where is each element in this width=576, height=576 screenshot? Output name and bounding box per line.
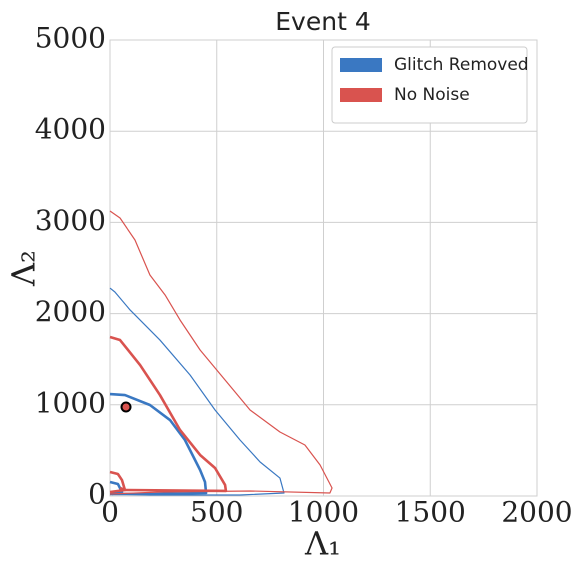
contour-line bbox=[109, 392, 208, 496]
y-tick-label: 5000 bbox=[35, 22, 106, 55]
contour-line bbox=[109, 480, 124, 496]
y-tick-label: 1000 bbox=[35, 386, 106, 419]
x-tick-label: 2000 bbox=[501, 496, 572, 529]
contour-line bbox=[109, 335, 228, 493]
legend-label: No Noise bbox=[394, 85, 470, 105]
y-tick-label: 0 bbox=[88, 478, 106, 511]
contour-line bbox=[109, 210, 333, 495]
point-marker bbox=[120, 401, 132, 413]
legend-label: Glitch Removed bbox=[394, 55, 529, 75]
x-tick-label: 500 bbox=[190, 496, 243, 529]
contour-line bbox=[109, 470, 127, 494]
y-tick-label: 2000 bbox=[35, 295, 106, 328]
x-tick-label: 1000 bbox=[288, 496, 359, 529]
y-axis-label: Λ₂ bbox=[5, 250, 43, 287]
y-tick-label: 4000 bbox=[35, 113, 106, 146]
y-tick-label: 3000 bbox=[35, 204, 106, 237]
legend-swatch bbox=[340, 88, 382, 102]
x-axis-label: Λ₁ bbox=[304, 525, 341, 563]
contour-line bbox=[109, 287, 285, 496]
chart-title: Event 4 bbox=[275, 7, 370, 36]
plot-frame bbox=[109, 39, 538, 497]
x-tick-label: 1500 bbox=[395, 496, 466, 529]
x-tick-label: 0 bbox=[101, 496, 119, 529]
legend-swatch bbox=[340, 58, 382, 72]
